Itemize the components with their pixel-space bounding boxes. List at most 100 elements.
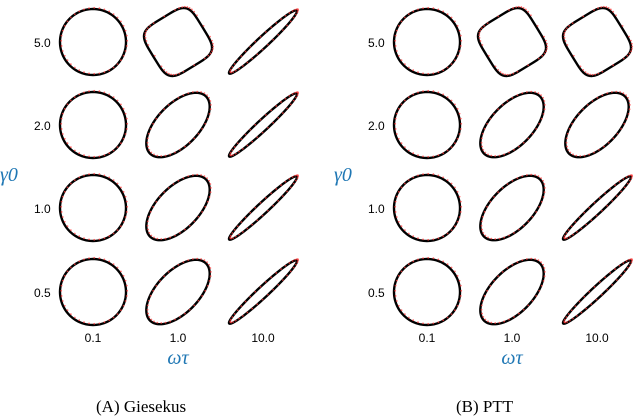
data-point [289,270,292,273]
data-point [538,122,541,125]
data-point [458,300,461,302]
data-point [593,201,596,204]
panel-caption-a: (A) Giesekus [96,397,187,416]
data-point [169,236,172,239]
data-point [209,275,212,278]
data-point [103,237,106,240]
data-point [209,103,212,106]
data-point [432,322,435,325]
data-point [83,8,85,11]
data-point [606,204,609,207]
data-point [407,13,410,16]
data-point [563,31,566,34]
data-point [527,137,530,140]
data-point [480,141,483,144]
data-point [60,200,63,203]
data-point [207,54,210,57]
data-point [397,137,400,140]
data-point [249,128,252,131]
data-point [427,172,430,175]
data-point [188,308,191,311]
data-point [61,279,64,282]
data-point [144,34,147,37]
data-point [567,313,570,315]
data-point [564,29,567,32]
data-point [579,155,582,157]
data-point [585,307,588,310]
data-point [575,154,578,157]
data-point [596,96,599,99]
data-point [417,8,419,11]
data-point [160,155,163,157]
data-point [478,36,481,39]
data-point [229,153,232,156]
data-point [565,232,568,234]
data-point [540,94,542,97]
data-point [289,20,292,23]
data-point [483,294,486,297]
data-point [238,67,240,70]
data-point [209,108,212,111]
data-point [275,22,278,24]
data-point [153,54,156,57]
data-point [208,179,210,182]
data-point [427,238,430,241]
data-point [567,148,570,151]
data-point [460,289,463,292]
data-point [427,322,430,325]
data-point [286,274,288,277]
data-point [537,175,540,178]
data-point [395,279,398,282]
row-tick-label: 5.0 [34,36,51,50]
data-point [584,71,587,74]
data-point [543,186,546,189]
data-point [206,284,209,287]
data-point [394,200,397,203]
data-point [481,44,484,46]
data-point [179,148,181,151]
data-point [631,259,634,262]
data-point [122,304,125,307]
data-point [148,231,151,234]
data-point [522,141,525,144]
data-point [513,231,515,234]
data-point [497,15,500,18]
data-point [583,295,586,298]
data-point [275,272,278,274]
data-point [234,152,237,155]
data-point [400,103,403,106]
data-point [509,73,512,76]
data-point [407,232,410,235]
data-point [291,10,294,12]
data-point [148,315,151,318]
data-point [181,6,184,9]
data-point [244,300,247,303]
data-point [487,320,489,323]
data-point [458,133,461,135]
data-point [446,232,449,235]
data-point [275,188,278,190]
data-point [591,73,594,76]
data-point [125,200,128,203]
data-point [456,190,459,193]
data-point [450,266,453,269]
data-point [60,205,63,208]
data-point [203,175,206,178]
data-point [88,72,90,75]
data-point [619,91,621,93]
row-tick-label: 2.0 [368,119,385,133]
data-point [196,14,198,17]
data-point [412,69,415,72]
data-point [254,40,257,43]
data-point [541,54,544,57]
data-point [503,320,506,323]
data-point [208,263,210,266]
data-point [88,257,90,260]
data-point [542,179,544,182]
data-point [484,318,487,321]
data-point [124,50,127,52]
data-point [236,59,239,62]
data-point [494,155,497,157]
data-point [531,299,534,302]
data-point [83,154,85,157]
